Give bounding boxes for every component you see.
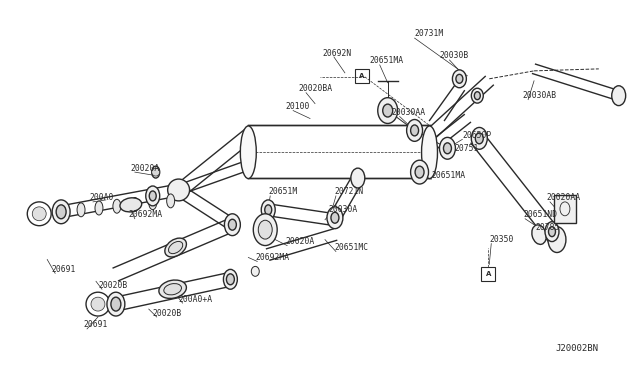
Ellipse shape: [164, 283, 182, 295]
Ellipse shape: [95, 201, 103, 215]
Ellipse shape: [548, 227, 556, 237]
Ellipse shape: [265, 205, 272, 215]
Ellipse shape: [131, 198, 139, 211]
Ellipse shape: [532, 225, 547, 244]
Ellipse shape: [422, 126, 438, 179]
Text: 20785: 20785: [535, 223, 559, 232]
Ellipse shape: [259, 220, 272, 239]
Text: A: A: [359, 73, 365, 79]
Text: 200A0+A: 200A0+A: [179, 295, 212, 304]
Text: 20651MA: 20651MA: [431, 171, 466, 180]
Text: 20030B: 20030B: [440, 51, 468, 61]
Text: 20020AA: 20020AA: [546, 193, 580, 202]
Ellipse shape: [152, 166, 160, 178]
Ellipse shape: [166, 194, 175, 208]
Ellipse shape: [444, 143, 451, 154]
Text: 20020B: 20020B: [98, 281, 127, 290]
Text: 20751: 20751: [454, 144, 479, 153]
Ellipse shape: [406, 119, 422, 141]
Ellipse shape: [148, 196, 157, 210]
Ellipse shape: [253, 214, 277, 246]
Text: 20691: 20691: [51, 265, 76, 274]
Ellipse shape: [77, 203, 85, 217]
Text: 20691: 20691: [83, 320, 108, 330]
Ellipse shape: [452, 70, 467, 88]
Bar: [554, 195, 576, 223]
Text: 20020A: 20020A: [285, 237, 314, 246]
Ellipse shape: [383, 104, 393, 117]
Ellipse shape: [113, 199, 121, 213]
Text: 20692MA: 20692MA: [129, 210, 163, 219]
Ellipse shape: [56, 205, 66, 219]
Ellipse shape: [241, 126, 256, 179]
Ellipse shape: [471, 128, 487, 149]
Ellipse shape: [227, 274, 234, 285]
Ellipse shape: [474, 92, 480, 100]
Ellipse shape: [415, 166, 424, 178]
Ellipse shape: [165, 238, 186, 257]
Text: 20020A: 20020A: [131, 164, 160, 173]
Text: 20721N: 20721N: [334, 187, 363, 196]
Ellipse shape: [456, 74, 463, 83]
Ellipse shape: [168, 179, 189, 201]
Ellipse shape: [168, 241, 183, 254]
Ellipse shape: [261, 200, 275, 220]
Ellipse shape: [120, 198, 141, 212]
Ellipse shape: [52, 200, 70, 224]
Ellipse shape: [331, 212, 339, 223]
Ellipse shape: [440, 137, 456, 159]
Text: 20731M: 20731M: [415, 29, 444, 38]
Text: 20651M: 20651M: [268, 187, 298, 196]
Text: 20020BA: 20020BA: [298, 84, 332, 93]
Text: 20030A: 20030A: [328, 205, 357, 214]
Ellipse shape: [545, 222, 559, 241]
Text: 20030AB: 20030AB: [522, 91, 556, 100]
Ellipse shape: [228, 219, 236, 230]
Circle shape: [152, 168, 160, 176]
Ellipse shape: [107, 292, 125, 316]
Ellipse shape: [548, 227, 566, 253]
Ellipse shape: [225, 214, 241, 235]
Ellipse shape: [411, 125, 419, 136]
Text: 20350: 20350: [489, 235, 514, 244]
Text: A: A: [486, 271, 491, 278]
Text: 20650P: 20650P: [462, 131, 492, 140]
Ellipse shape: [476, 133, 483, 144]
Ellipse shape: [411, 160, 429, 184]
Ellipse shape: [378, 98, 397, 124]
Text: 20651MA: 20651MA: [370, 57, 404, 65]
Ellipse shape: [149, 191, 156, 201]
Ellipse shape: [223, 269, 237, 289]
Text: J20002BN: J20002BN: [556, 344, 599, 353]
Ellipse shape: [159, 280, 186, 298]
Ellipse shape: [612, 86, 626, 106]
Ellipse shape: [327, 207, 343, 229]
Text: 20030AA: 20030AA: [392, 108, 426, 117]
Text: 20100: 20100: [285, 102, 310, 111]
Ellipse shape: [252, 266, 259, 276]
Ellipse shape: [146, 186, 160, 206]
Ellipse shape: [111, 297, 121, 311]
Text: 20651MC: 20651MC: [334, 243, 368, 252]
Circle shape: [91, 297, 105, 311]
Text: 200A0: 200A0: [89, 193, 113, 202]
Text: 20651ND: 20651ND: [523, 210, 557, 219]
Text: 20692N: 20692N: [322, 48, 351, 58]
Ellipse shape: [471, 88, 483, 103]
Text: 20692MA: 20692MA: [255, 253, 289, 262]
Text: 20020B: 20020B: [153, 308, 182, 318]
Circle shape: [32, 207, 46, 221]
Ellipse shape: [351, 168, 365, 188]
